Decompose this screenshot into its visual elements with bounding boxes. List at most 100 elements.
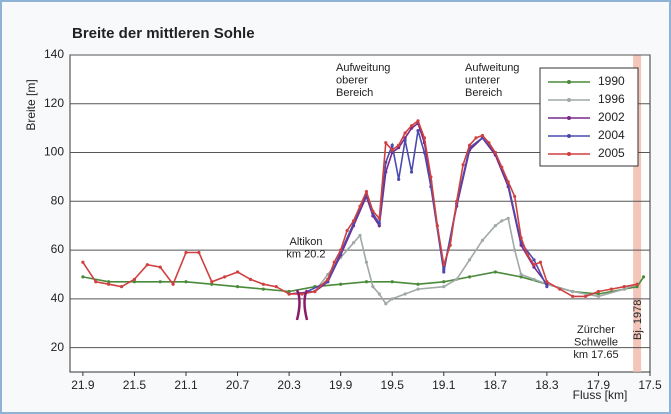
series-marker: [107, 282, 111, 286]
series-marker: [448, 243, 452, 247]
y-tick-label: 40: [51, 291, 65, 305]
series-marker: [532, 258, 536, 262]
legend-label: 2005: [598, 146, 625, 160]
series-marker: [474, 136, 478, 140]
series-marker: [397, 177, 401, 181]
legend-label: 1990: [598, 74, 625, 88]
x-tick-label: 21.9: [71, 378, 95, 392]
series-marker: [422, 150, 427, 155]
series-marker: [351, 241, 356, 245]
series-marker: [480, 238, 485, 242]
series-marker: [364, 189, 369, 194]
series-marker: [384, 302, 388, 306]
series-marker: [300, 292, 304, 296]
series-marker: [532, 263, 536, 267]
x-tick-label: 21.1: [174, 378, 198, 392]
series-marker: [532, 277, 536, 281]
x-tick-label: 17.5: [638, 378, 662, 392]
legend-marker: [567, 152, 571, 156]
series-marker: [81, 275, 85, 279]
series-marker: [377, 216, 381, 220]
x-tick-label: 19.1: [432, 378, 456, 392]
series-marker: [184, 280, 188, 284]
series-marker: [442, 285, 446, 289]
series-marker: [371, 285, 375, 289]
series-marker: [409, 170, 414, 174]
series-marker: [506, 216, 510, 220]
series-marker: [397, 143, 401, 147]
series-marker: [571, 294, 575, 299]
series-marker: [519, 275, 523, 279]
series-marker: [538, 260, 543, 264]
series-marker: [210, 280, 214, 284]
series-marker: [235, 285, 240, 289]
series-marker: [339, 248, 343, 252]
series-marker: [461, 163, 465, 167]
series-marker: [519, 272, 523, 277]
series-marker: [429, 175, 433, 179]
altikon-marker: [295, 289, 309, 321]
series-marker: [525, 253, 530, 257]
series-marker: [326, 277, 330, 281]
series-marker: [435, 224, 439, 228]
series-marker: [403, 131, 407, 135]
series-marker: [422, 136, 427, 140]
series-marker: [532, 265, 536, 269]
series-marker: [261, 287, 265, 291]
series-marker: [455, 277, 459, 281]
series-marker: [107, 280, 111, 284]
series-marker: [416, 128, 420, 133]
series-marker: [371, 209, 375, 213]
series-marker: [390, 280, 394, 284]
series-marker: [94, 280, 98, 284]
series-marker: [480, 133, 485, 138]
series-marker: [442, 263, 446, 267]
series-marker: [467, 275, 472, 279]
series-marker: [332, 260, 336, 264]
legend-box: [539, 67, 639, 167]
series-marker: [635, 285, 639, 289]
series-marker: [513, 194, 517, 199]
series-marker: [377, 221, 381, 225]
x-tick-label: 19.9: [329, 378, 353, 392]
series-marker: [641, 275, 646, 279]
series-marker: [197, 250, 201, 255]
series-marker: [558, 287, 562, 291]
annotation: Aufweitung: [465, 62, 519, 74]
annotation: Altikon: [289, 236, 322, 248]
series-marker: [487, 141, 491, 145]
legend-label: 2002: [598, 110, 625, 124]
y-tick-label: 120: [44, 96, 64, 110]
series-marker: [358, 233, 362, 238]
y-tick-label: 20: [51, 340, 65, 354]
x-tick-label: 21.5: [123, 378, 147, 392]
y-axis-label: Breite [m]: [24, 79, 38, 130]
series-marker: [442, 270, 446, 274]
series-marker: [416, 287, 420, 291]
series-marker: [493, 150, 497, 155]
series-line: [289, 217, 638, 305]
annotation: Schwelle: [574, 336, 618, 348]
series-marker: [609, 287, 613, 291]
series-marker: [442, 280, 446, 284]
series-marker: [506, 180, 510, 184]
annotation: Zürcher: [577, 324, 615, 336]
legend-label: 1996: [598, 92, 625, 106]
series-marker: [390, 297, 394, 301]
legend-marker: [567, 98, 571, 102]
annotation: km 17.65: [573, 349, 618, 361]
series-marker: [377, 224, 381, 228]
series-marker: [493, 224, 497, 228]
annotation: Bj. 1978: [632, 300, 644, 340]
series-marker: [210, 282, 214, 286]
y-tick-label: 60: [51, 242, 65, 256]
legend: 1990 1996 2002 2004 2005: [539, 67, 639, 167]
series-marker: [390, 143, 394, 147]
series-marker: [500, 219, 504, 223]
series-marker: [416, 282, 420, 286]
series-marker: [622, 287, 626, 291]
series-marker: [403, 138, 407, 142]
series-marker: [545, 280, 549, 284]
series-marker: [545, 285, 549, 289]
series-marker: [409, 124, 414, 128]
